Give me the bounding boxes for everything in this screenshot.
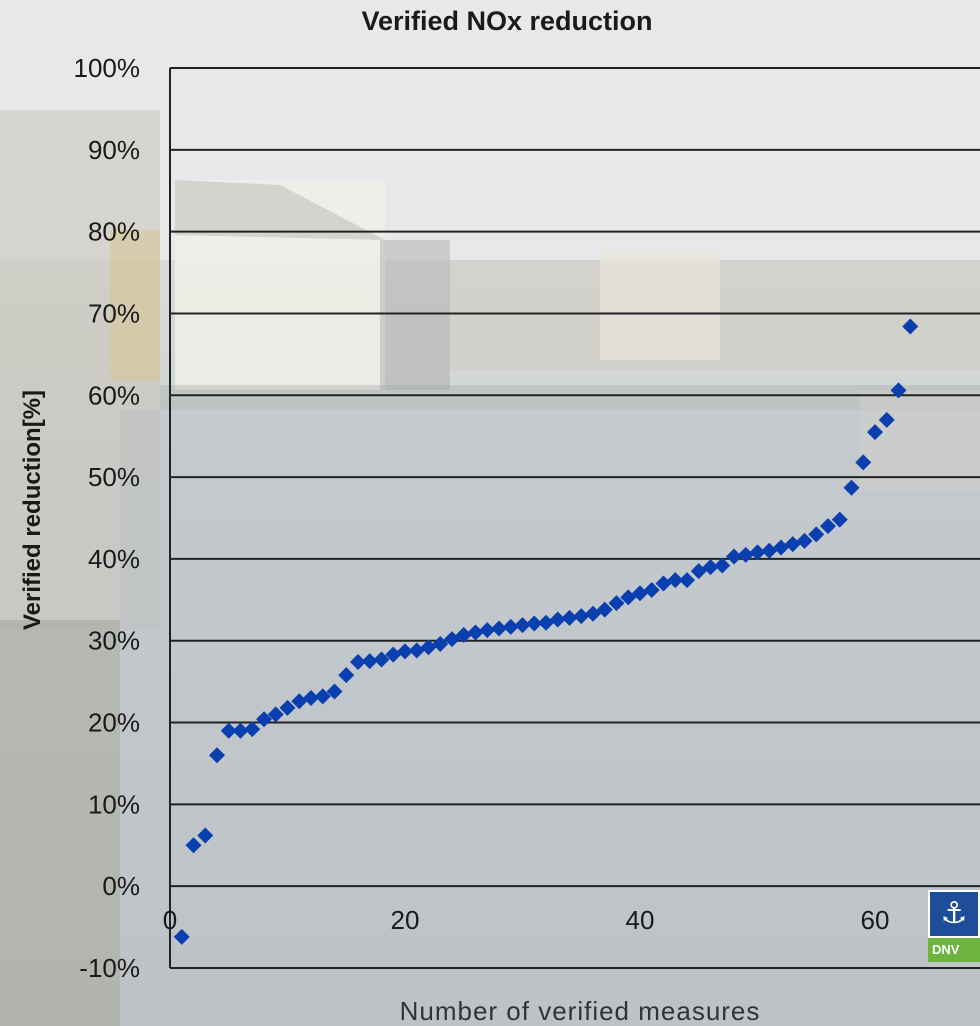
data-point (397, 643, 413, 660)
y-tick-label: 30% (88, 626, 140, 656)
data-point (632, 585, 648, 602)
data-point (773, 539, 789, 556)
anchor-figures-icon: ⚓ (928, 890, 980, 938)
data-point (502, 618, 519, 635)
data-point (867, 424, 883, 441)
x-axis-ticks: 0 20 40 60 (163, 905, 890, 935)
data-point (749, 544, 766, 561)
y-tick-label: -10% (79, 953, 140, 983)
data-point (855, 454, 872, 471)
data-point (514, 617, 531, 634)
y-axis-label: Verified reduction[%] (19, 390, 46, 630)
y-tick-label: 10% (88, 789, 140, 819)
data-point (808, 526, 825, 543)
data-point (702, 559, 719, 576)
y-tick-label: 80% (88, 217, 140, 247)
data-point (209, 747, 225, 764)
data-point (361, 653, 378, 670)
y-tick-label: 0% (102, 871, 140, 901)
data-point (526, 615, 543, 632)
x-tick-label: 20 (391, 905, 420, 935)
y-tick-label: 70% (88, 298, 140, 328)
data-point (291, 693, 308, 710)
data-point (714, 557, 731, 574)
data-point (878, 411, 895, 428)
data-point (303, 690, 319, 706)
data-point (655, 575, 672, 592)
data-point (538, 614, 554, 631)
data-point (244, 721, 261, 738)
data-point (784, 536, 801, 553)
x-tick-label: 40 (626, 905, 655, 935)
data-point (737, 546, 754, 563)
data-point (643, 582, 660, 598)
data-point (549, 611, 566, 628)
data-point (326, 683, 343, 700)
data-point (314, 688, 331, 705)
data-point (256, 711, 272, 728)
data-point (185, 837, 202, 854)
chart-title: Verified NOx reduction (361, 6, 652, 36)
data-point (267, 706, 284, 723)
data-point (890, 382, 907, 399)
data-point (338, 667, 355, 684)
data-point (820, 518, 836, 535)
data-point (596, 601, 613, 618)
data-point (467, 624, 484, 641)
data-point (385, 646, 402, 663)
data-point (667, 572, 684, 589)
data-points (173, 318, 919, 945)
data-point (455, 627, 472, 643)
data-point (491, 620, 507, 637)
data-point (373, 651, 390, 668)
y-tick-label: 90% (88, 135, 140, 165)
y-tick-label: 50% (88, 462, 140, 492)
x-axis-label: Number of verified measures (400, 996, 761, 1026)
data-point (279, 699, 296, 716)
logo-text: DNV (928, 938, 980, 962)
y-axis-ticks: 100% 90% 80% 70% 60% 50% 40% 30% 20% 10% 0% -10% (74, 53, 141, 983)
data-point (843, 479, 860, 496)
data-point (479, 622, 496, 639)
data-point (902, 318, 919, 335)
y-tick-label: 60% (88, 380, 140, 410)
x-tick-label: 60 (861, 905, 890, 935)
data-point (220, 722, 237, 739)
data-point (608, 595, 625, 612)
data-point (573, 608, 590, 625)
data-point (420, 639, 437, 656)
dnv-logo: ⚓ DNV (928, 890, 980, 964)
data-point (350, 654, 366, 670)
data-point (197, 827, 214, 844)
data-point (432, 636, 449, 652)
grid-lines (169, 67, 980, 969)
y-tick-label: 100% (74, 53, 141, 83)
data-point (726, 548, 742, 565)
y-tick-label: 40% (88, 544, 140, 574)
x-tick-label: 0 (163, 905, 177, 935)
data-point (173, 928, 190, 945)
data-point (796, 532, 813, 549)
data-point (232, 722, 249, 739)
data-point (561, 609, 578, 626)
y-tick-label: 20% (88, 708, 140, 738)
data-point (831, 511, 848, 528)
data-point (408, 642, 425, 659)
data-point (679, 572, 695, 589)
data-point (761, 542, 778, 559)
